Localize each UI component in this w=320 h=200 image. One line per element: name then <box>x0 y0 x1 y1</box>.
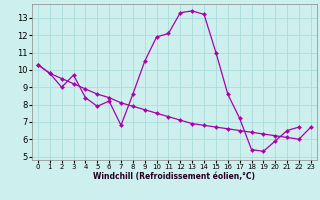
X-axis label: Windchill (Refroidissement éolien,°C): Windchill (Refroidissement éolien,°C) <box>93 172 255 181</box>
